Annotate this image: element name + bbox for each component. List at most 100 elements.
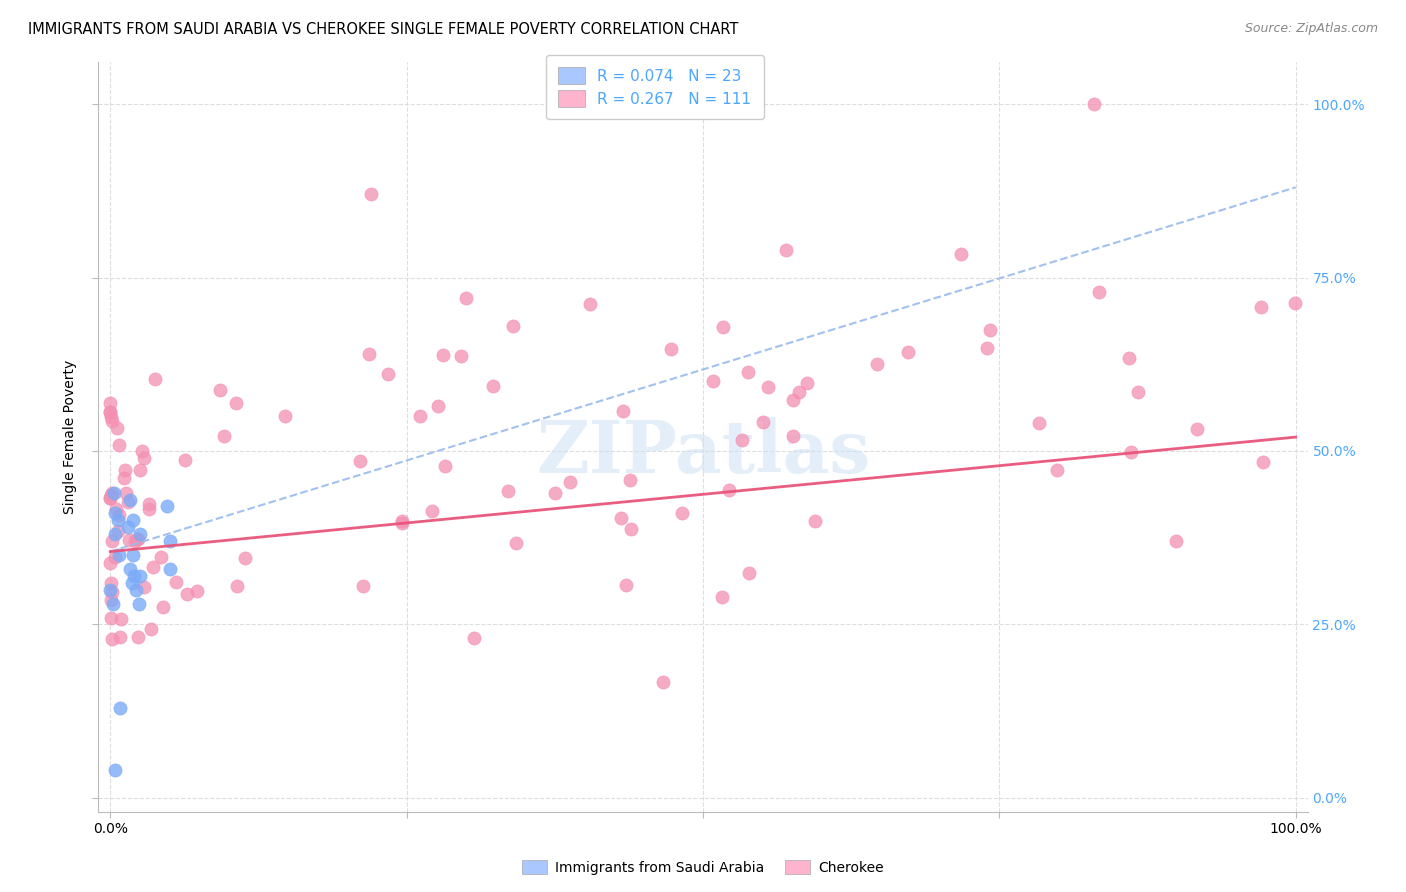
Point (127, 631, 149, 645)
Point (1121, 444, 1143, 458)
Point (782, 429, 804, 443)
Point (502, 319, 524, 334)
Point (156, 500, 179, 514)
Point (115, 486, 138, 500)
Legend: R = 0.074   N = 23, R = 0.267   N = 111: R = 0.074 N = 23, R = 0.267 N = 111 (546, 55, 763, 119)
Point (614, 578, 637, 592)
Point (104, 527, 127, 541)
Point (132, 580, 155, 594)
Point (212, 429, 235, 443)
Point (391, 515, 413, 529)
Point (612, 404, 634, 418)
Point (710, 590, 733, 604)
Point (226, 579, 249, 593)
Point (165, 575, 187, 590)
Point (1251, 455, 1274, 469)
Point (796, 376, 818, 390)
Point (450, 350, 472, 364)
Point (737, 365, 759, 379)
Point (100, 405, 122, 419)
Point (866, 357, 889, 371)
Point (100, 575, 122, 590)
Point (98, 405, 121, 419)
Point (114, 463, 136, 477)
Point (128, 569, 150, 583)
Point (108, 630, 131, 644)
Point (108, 700, 131, 714)
Y-axis label: Single Female Poverty: Single Female Poverty (63, 360, 77, 514)
Legend: Immigrants from Saudi Arabia, Cherokee: Immigrants from Saudi Arabia, Cherokee (516, 855, 890, 880)
Point (422, 504, 444, 518)
Point (377, 368, 399, 382)
Point (505, 536, 527, 550)
Point (108, 508, 131, 522)
Point (1046, 462, 1069, 476)
Point (609, 510, 631, 524)
Point (100, 632, 122, 647)
Point (349, 453, 371, 467)
Point (98, 491, 121, 505)
Point (101, 597, 124, 611)
Point (1128, 384, 1150, 399)
Point (98, 396, 121, 410)
Point (432, 349, 454, 363)
Point (122, 513, 145, 527)
Point (104, 507, 127, 521)
Point (125, 582, 148, 597)
Point (100, 556, 122, 570)
Point (481, 378, 503, 392)
Point (104, 501, 127, 516)
Point (138, 497, 160, 511)
Point (174, 453, 197, 467)
Point (671, 506, 693, 520)
Point (426, 400, 449, 414)
Point (100, 414, 122, 428)
Point (731, 434, 754, 448)
Point (139, 623, 162, 637)
Point (159, 562, 181, 576)
Text: IMMIGRANTS FROM SAUDI ARABIA VS CHEROKEE SINGLE FEMALE POVERTY CORRELATION CHART: IMMIGRANTS FROM SAUDI ARABIA VS CHEROKEE… (28, 22, 738, 37)
Point (100, 491, 122, 505)
Point (756, 380, 779, 394)
Point (103, 485, 125, 500)
Point (496, 483, 519, 498)
Point (787, 384, 810, 399)
Point (110, 612, 132, 626)
Point (107, 513, 129, 527)
Point (1185, 422, 1208, 436)
Point (100, 611, 122, 625)
Point (159, 534, 181, 549)
Point (620, 522, 643, 536)
Point (100, 488, 122, 502)
Point (142, 560, 165, 574)
Point (104, 550, 127, 565)
Point (409, 409, 432, 423)
Point (138, 502, 160, 516)
Point (717, 483, 740, 498)
Point (702, 374, 724, 388)
Point (100, 582, 122, 597)
Point (100, 592, 122, 607)
Point (107, 524, 129, 538)
Point (104, 763, 127, 777)
Text: Source: ZipAtlas.com: Source: ZipAtlas.com (1244, 22, 1378, 36)
Point (803, 514, 825, 528)
Point (738, 566, 761, 581)
Point (782, 392, 804, 407)
Point (225, 396, 247, 410)
Point (1250, 300, 1272, 314)
Point (360, 187, 382, 202)
Point (711, 320, 734, 334)
Point (651, 674, 673, 689)
Point (152, 600, 174, 615)
Point (1164, 534, 1187, 549)
Point (619, 473, 641, 487)
Point (1118, 351, 1140, 365)
Point (578, 297, 600, 311)
Point (105, 421, 128, 435)
Point (463, 631, 485, 645)
Point (752, 415, 775, 429)
Point (359, 347, 381, 361)
Point (391, 516, 413, 530)
Point (976, 341, 998, 355)
